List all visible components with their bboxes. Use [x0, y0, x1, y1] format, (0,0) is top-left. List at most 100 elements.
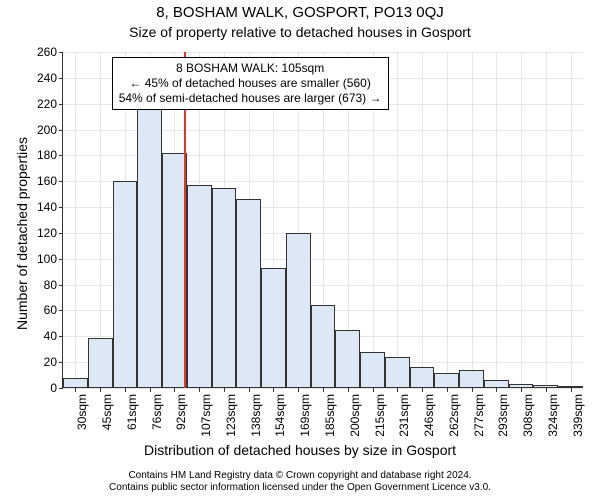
xtick-label: 92sqm [174, 394, 188, 430]
gridline-v [472, 52, 473, 388]
gridline-v [496, 52, 497, 388]
xtick-label: 61sqm [125, 394, 139, 430]
xtick-mark [472, 388, 473, 392]
xtick-mark [273, 388, 274, 392]
xtick-label: 277sqm [472, 394, 486, 437]
histogram-bar [558, 386, 583, 388]
histogram-bar [212, 188, 237, 388]
xtick-label: 215sqm [373, 394, 387, 437]
xtick-mark [521, 388, 522, 392]
xtick-mark [546, 388, 547, 392]
ytick-mark [59, 388, 63, 389]
xtick-mark [397, 388, 398, 392]
footer-line-1: Contains HM Land Registry data © Crown c… [0, 470, 600, 481]
xtick-label: 169sqm [298, 394, 312, 437]
histogram-bar [459, 370, 484, 388]
ytick-mark [59, 78, 63, 79]
chart-title: 8, BOSHAM WALK, GOSPORT, PO13 0QJ [0, 4, 600, 21]
ytick-label: 240 [37, 71, 57, 85]
annotation-box: 8 BOSHAM WALK: 105sqm← 45% of detached h… [112, 57, 389, 110]
xtick-mark [150, 388, 151, 392]
x-axis-label: Distribution of detached houses by size … [0, 442, 600, 458]
annotation-line1: 8 BOSHAM WALK: 105sqm [119, 61, 382, 76]
chart-subtitle: Size of property relative to detached ho… [0, 24, 600, 40]
xtick-mark [249, 388, 250, 392]
xtick-label: 154sqm [273, 394, 287, 437]
ytick-label: 220 [37, 97, 57, 111]
xtick-mark [298, 388, 299, 392]
histogram-bar [509, 384, 534, 388]
xtick-mark [571, 388, 572, 392]
xtick-label: 231sqm [397, 394, 411, 437]
ytick-mark [59, 233, 63, 234]
ytick-mark [59, 104, 63, 105]
gridline-v [571, 52, 572, 388]
xtick-label: 339sqm [571, 394, 585, 437]
histogram-bar [63, 378, 88, 388]
ytick-mark [59, 362, 63, 363]
histogram-bar [484, 380, 509, 388]
xtick-label: 138sqm [249, 394, 263, 437]
ytick-label: 100 [37, 252, 57, 266]
xtick-mark [199, 388, 200, 392]
histogram-bar [113, 181, 138, 388]
histogram-bar [236, 199, 261, 388]
ytick-label: 160 [37, 174, 57, 188]
ytick-label: 140 [37, 200, 57, 214]
ytick-label: 20 [44, 355, 57, 369]
gridline-v [422, 52, 423, 388]
xtick-mark [100, 388, 101, 392]
xtick-label: 246sqm [422, 394, 436, 437]
ytick-mark [59, 181, 63, 182]
xtick-label: 262sqm [447, 394, 461, 437]
ytick-mark [59, 130, 63, 131]
ytick-mark [59, 155, 63, 156]
y-axis-label: Number of detached properties [14, 137, 30, 330]
xtick-mark [75, 388, 76, 392]
footer-line-2: Contains public sector information licen… [0, 482, 600, 493]
xtick-mark [447, 388, 448, 392]
ytick-mark [59, 336, 63, 337]
histogram-bar [261, 268, 286, 388]
xtick-label: 293sqm [496, 394, 510, 437]
ytick-label: 40 [44, 329, 57, 343]
xtick-label: 123sqm [224, 394, 238, 437]
ytick-label: 200 [37, 123, 57, 137]
annotation-line2: ← 45% of detached houses are smaller (56… [119, 76, 382, 91]
ytick-label: 60 [44, 303, 57, 317]
histogram-bar [335, 330, 360, 388]
xtick-label: 185sqm [323, 394, 337, 437]
ytick-label: 0 [50, 381, 57, 395]
histogram-bar [88, 338, 113, 388]
xtick-label: 324sqm [546, 394, 560, 437]
gridline-v [75, 52, 76, 388]
ytick-mark [59, 52, 63, 53]
ytick-label: 180 [37, 148, 57, 162]
xtick-label: 200sqm [348, 394, 362, 437]
annotation-line3: 54% of semi-detached houses are larger (… [119, 91, 382, 106]
xtick-label: 76sqm [150, 394, 164, 430]
xtick-mark [125, 388, 126, 392]
xtick-mark [323, 388, 324, 392]
xtick-mark [422, 388, 423, 392]
ytick-mark [59, 259, 63, 260]
ytick-label: 80 [44, 278, 57, 292]
ytick-mark [59, 310, 63, 311]
histogram-bar [410, 367, 435, 388]
histogram-bar [311, 305, 336, 388]
xtick-label: 30sqm [75, 394, 89, 430]
xtick-label: 107sqm [199, 394, 213, 437]
gridline-v [447, 52, 448, 388]
gridline-v [521, 52, 522, 388]
histogram-bar [533, 385, 558, 388]
histogram-bar [434, 373, 459, 389]
xtick-mark [174, 388, 175, 392]
ytick-label: 120 [37, 226, 57, 240]
xtick-label: 308sqm [521, 394, 535, 437]
histogram-bar [385, 357, 410, 388]
histogram-bar [187, 185, 212, 388]
plot-area: 02040608010012014016018020022024026030sq… [62, 52, 583, 389]
gridline-v [546, 52, 547, 388]
histogram-bar [286, 233, 311, 388]
ytick-mark [59, 285, 63, 286]
